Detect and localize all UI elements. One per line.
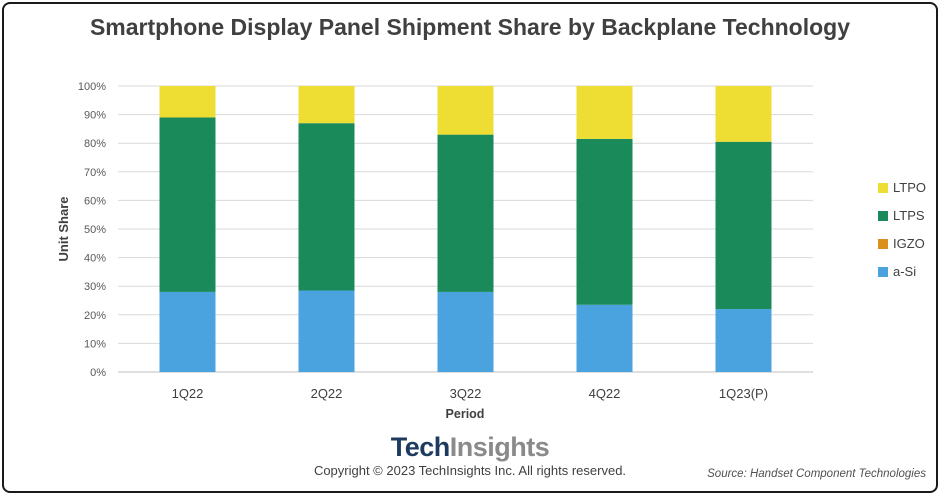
y-axis-label: Unit Share bbox=[56, 196, 71, 261]
y-tick-label: 100% bbox=[78, 81, 106, 93]
source-note: Source: Handset Component Technologies bbox=[707, 468, 926, 480]
copyright-notice: Copyright © 2023 TechInsights Inc. All r… bbox=[313, 463, 627, 478]
x-axis-label: Period bbox=[446, 407, 485, 421]
bar-ltps bbox=[576, 138, 633, 305]
bar-a-si bbox=[715, 309, 772, 372]
legend-label: LTPS bbox=[893, 208, 925, 223]
x-tick-label: 1Q23(P) bbox=[719, 386, 768, 401]
techinsights-logo: TechInsights bbox=[0, 432, 940, 463]
bar-ltpo bbox=[437, 86, 494, 135]
bar-ltps bbox=[715, 141, 772, 310]
bar-ltps bbox=[298, 123, 355, 291]
chart-title: Smartphone Display Panel Shipment Share … bbox=[89, 14, 851, 40]
legend-label: a-Si bbox=[893, 264, 917, 279]
bar-ltpo bbox=[298, 86, 355, 124]
x-tick-label: 4Q22 bbox=[589, 386, 621, 401]
y-tick-label: 10% bbox=[84, 338, 106, 350]
bar-ltpo bbox=[159, 86, 216, 118]
y-tick-label: 0% bbox=[90, 367, 106, 379]
x-tick-label: 2Q22 bbox=[311, 386, 343, 401]
bar-a-si bbox=[437, 291, 494, 372]
bar-a-si bbox=[576, 304, 633, 372]
bar-ltpo bbox=[715, 86, 772, 142]
y-tick-label: 90% bbox=[84, 110, 106, 122]
y-tick-label: 30% bbox=[84, 281, 106, 293]
y-tick-label: 80% bbox=[84, 138, 106, 150]
x-tick-labels: 1Q22 2Q22 3Q22 4Q22 1Q23(P) bbox=[172, 386, 768, 401]
y-tick-label: 50% bbox=[84, 224, 106, 236]
y-tick-label: 20% bbox=[84, 310, 106, 322]
legend-swatch bbox=[878, 211, 888, 221]
legend-label: LTPO bbox=[893, 180, 926, 195]
legend-swatch bbox=[878, 267, 888, 277]
y-tick-label: 60% bbox=[84, 195, 106, 207]
legend-swatch bbox=[878, 183, 888, 193]
y-tick-labels: 0% 10% 20% 30% 40% 50% 60% 70% 80% 90% 100% bbox=[78, 81, 106, 379]
bar-a-si bbox=[159, 291, 216, 372]
legend-item: LTPO bbox=[878, 180, 938, 196]
x-tick-label: 1Q22 bbox=[172, 386, 204, 401]
bars bbox=[159, 86, 772, 372]
legend-swatch bbox=[878, 239, 888, 249]
legend-item: LTPS bbox=[878, 208, 938, 224]
legend-item: a-Si bbox=[878, 264, 938, 280]
legend-label: IGZO bbox=[893, 236, 925, 251]
bar-a-si bbox=[298, 290, 355, 372]
y-tick-label: 40% bbox=[84, 253, 106, 265]
logo-part-insights: Insights bbox=[449, 432, 550, 462]
bar-ltps bbox=[437, 134, 494, 292]
logo-part-tech: Tech bbox=[390, 432, 451, 462]
legend-item: IGZO bbox=[878, 236, 938, 252]
x-tick-label: 3Q22 bbox=[450, 386, 482, 401]
bar-ltpo bbox=[576, 86, 633, 139]
bar-ltps bbox=[159, 117, 216, 292]
y-tick-label: 70% bbox=[84, 167, 106, 179]
